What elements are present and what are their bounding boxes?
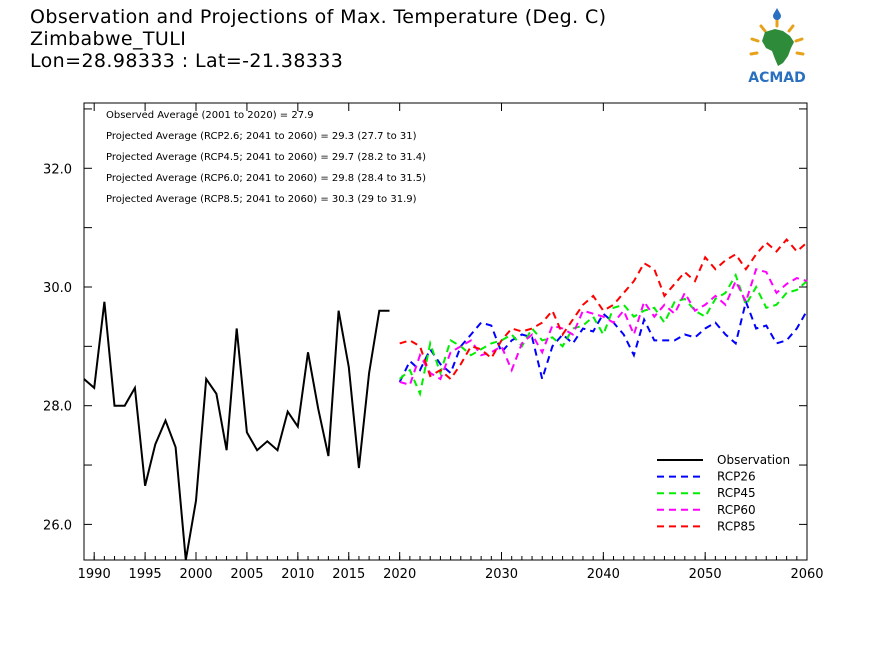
series-line-observation (83, 301, 390, 561)
series-line-rcp60 (399, 267, 808, 387)
x-tick-label: 2020 (383, 567, 416, 582)
x-tick-label: 2010 (281, 567, 314, 582)
y-tick-label: 26.0 (43, 518, 72, 533)
x-tick-label: 2030 (485, 567, 518, 582)
chart-subtitle-station: Zimbabwe_TULI (30, 28, 187, 50)
annotation-text: Projected Average (RCP2.6; 2041 to 2060)… (106, 131, 417, 142)
x-tick-label: 2000 (179, 567, 212, 582)
legend-label-observation: Observation (717, 453, 790, 467)
x-tick-label: 1990 (78, 567, 111, 582)
y-tick-label: 30.0 (43, 281, 72, 296)
y-tick-label: 32.0 (43, 162, 72, 177)
series-line-rcp45 (399, 272, 808, 398)
annotation-text: Observed Average (2001 to 2020) = 27.9 (106, 110, 314, 121)
acmad-logo: ACMAD (735, 6, 820, 86)
sun-rays (749, 18, 805, 56)
chart-title-block: Observation and Projections of Max. Temp… (30, 6, 606, 72)
series-line-rcp26 (398, 298, 808, 383)
chart-title: Observation and Projections of Max. Temp… (30, 6, 607, 28)
x-tick-label: 2015 (332, 567, 365, 582)
annotation-text: Projected Average (RCP4.5; 2041 to 2060)… (106, 152, 426, 163)
x-tick-label: 2040 (587, 567, 620, 582)
logo-text: ACMAD (748, 70, 806, 86)
water-drop-icon (773, 8, 781, 20)
x-tick-label: 1995 (129, 567, 162, 582)
legend-label-rcp85: RCP85 (717, 519, 756, 533)
plot-frame (83, 102, 808, 561)
legend-label-rcp45: RCP45 (717, 486, 756, 500)
annotation-text: Projected Average (RCP8.5; 2041 to 2060)… (106, 194, 417, 205)
x-tick-label: 2060 (790, 567, 823, 582)
x-tick-label: 2050 (689, 567, 722, 582)
y-tick-label: 28.0 (43, 400, 72, 415)
africa-map-icon (762, 29, 794, 66)
legend-label-rcp60: RCP60 (717, 503, 756, 517)
chart-subtitle-coordinates: Lon=28.98333 : Lat=-21.38333 (30, 50, 344, 72)
x-tick-label: 2005 (230, 567, 263, 582)
series-line-rcp85 (399, 237, 808, 381)
annotation-text: Projected Average (RCP6.0; 2041 to 2060)… (106, 173, 426, 184)
legend-label-rcp26: RCP26 (717, 470, 756, 484)
